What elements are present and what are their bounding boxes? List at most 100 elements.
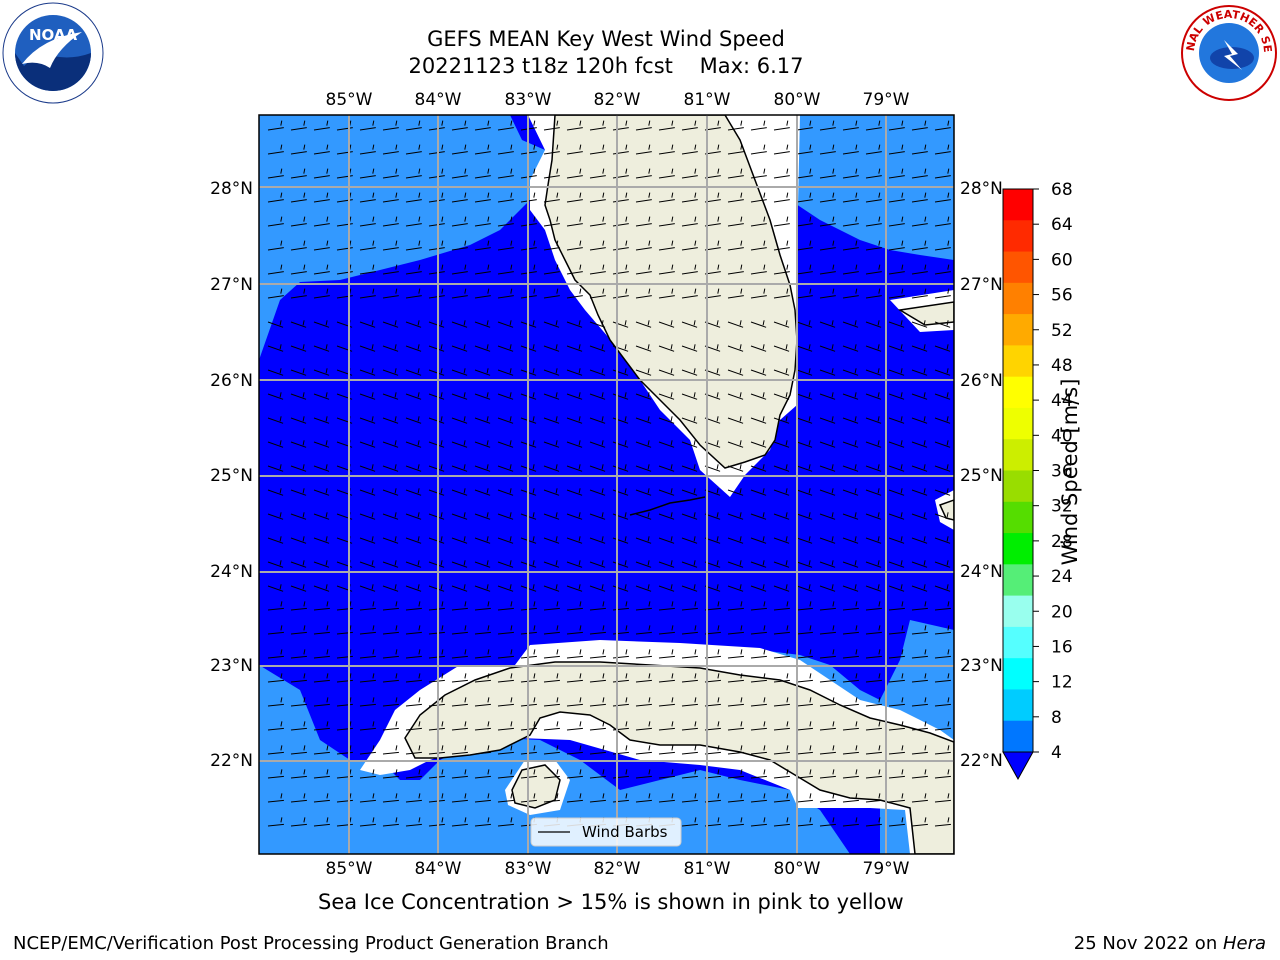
wind-barb-flag (946, 344, 949, 350)
wind-barb-flag (441, 288, 444, 294)
wind-barb (681, 417, 698, 424)
wind-barb-flag (487, 144, 490, 150)
wind-barb (934, 751, 951, 755)
wind-barb (750, 727, 767, 731)
wind-barb (313, 199, 330, 203)
wind-barb (359, 393, 376, 400)
wind-barb-flag (510, 144, 513, 150)
wind-barb (911, 679, 928, 683)
wind-barb-flag (325, 536, 328, 542)
wind-barb (681, 727, 698, 731)
wind-barb-flag (326, 288, 329, 294)
wind-barb-flag (487, 120, 490, 126)
wind-barb-flag (533, 168, 536, 174)
wind-barb-flag (302, 368, 305, 374)
wind-barb-flag (671, 144, 674, 150)
wind-barb (543, 199, 560, 203)
wind-barb (336, 751, 353, 755)
wind-barb (589, 631, 606, 635)
wind-barb (543, 247, 560, 251)
wind-barb-flag (417, 320, 420, 326)
colorbar-segment (1003, 689, 1033, 722)
wind-barb-flag (832, 168, 835, 174)
wind-barb-flag (832, 649, 835, 655)
wind-barb (612, 151, 629, 155)
wind-barb (658, 561, 675, 568)
lon-label-bottom: 82°W (594, 859, 641, 879)
colorbar-segment (1003, 501, 1033, 534)
wind-barb-flag (303, 288, 306, 294)
wind-barb (750, 369, 767, 376)
wind-barb (842, 751, 859, 755)
wind-barb-flag (786, 697, 789, 703)
lon-label-top: 79°W (863, 90, 910, 110)
wind-barb-flag (762, 512, 765, 518)
wind-barb-flag (418, 745, 421, 751)
wind-barb-flag (418, 793, 421, 799)
wind-barb-flag (947, 745, 950, 751)
wind-barb-flag (279, 440, 282, 446)
wind-barb (842, 489, 859, 496)
wind-barb (405, 175, 422, 179)
wind-barb-flag (923, 416, 926, 422)
wind-barb-flag (670, 536, 673, 542)
wind-barb (267, 607, 284, 611)
colorbar-tick-label: 40 (1051, 426, 1073, 446)
wind-barb (589, 703, 606, 707)
wind-barb-flag (625, 649, 628, 655)
wind-barb-flag (326, 697, 329, 703)
wind-barb-flag (648, 793, 651, 799)
wind-barb-flag (326, 264, 329, 270)
wind-barb-flag (579, 673, 582, 679)
wind-barb-flag (326, 769, 329, 775)
wind-barb-flag (349, 601, 352, 607)
wind-barb (612, 631, 629, 635)
colorbar-segment (1003, 595, 1033, 628)
wind-barb (497, 489, 514, 496)
wind-barb-flag (625, 264, 628, 270)
wind-barb-flag (463, 584, 466, 590)
wind-barb (267, 223, 284, 227)
wind-barb-flag (602, 793, 605, 799)
wind-barb (589, 751, 606, 755)
wind-barb-flag (395, 697, 398, 703)
wind-barb (796, 175, 813, 179)
wind-barb (888, 465, 905, 472)
wind-barb-flag (578, 512, 581, 518)
wind-barb-flag (578, 488, 581, 494)
wind-barb-flag (579, 240, 582, 246)
wind-barb-flag (924, 673, 927, 679)
wind-barb-flag (670, 320, 673, 326)
wind-barb-flag (464, 168, 467, 174)
wind-barb-flag (716, 392, 719, 398)
wind-barb (888, 295, 905, 299)
wind-barb-flag (901, 673, 904, 679)
wind-barb (497, 631, 514, 635)
wind-barb-flag (463, 320, 466, 326)
wind-barb-flag (463, 536, 466, 542)
wind-barb (543, 441, 560, 448)
wind-barb (313, 561, 330, 568)
wind-barb (658, 799, 675, 803)
wind-barb (865, 655, 882, 659)
wind-barb (359, 441, 376, 448)
wind-barb (543, 271, 560, 275)
wind-barb-flag (326, 793, 329, 799)
wind-barb (865, 127, 882, 131)
wind-barb-flag (579, 144, 582, 150)
wind-barb-flag (279, 584, 282, 590)
colorbar-segment (1003, 439, 1033, 471)
wind-barb (865, 703, 882, 707)
colorbar-tick-label: 56 (1051, 286, 1073, 306)
wind-barb (727, 655, 744, 659)
wind-barb-flag (464, 192, 467, 198)
wind-barb-flag (556, 649, 559, 655)
wind-barb (543, 655, 560, 659)
wind-barb (359, 607, 376, 611)
wind-barb-flag (601, 584, 604, 590)
wind-barb (336, 679, 353, 683)
map-legend: Wind Barbs (530, 817, 682, 847)
wind-barb (566, 585, 583, 592)
wind-barb (543, 417, 560, 424)
wind-barb-flag (740, 288, 743, 294)
